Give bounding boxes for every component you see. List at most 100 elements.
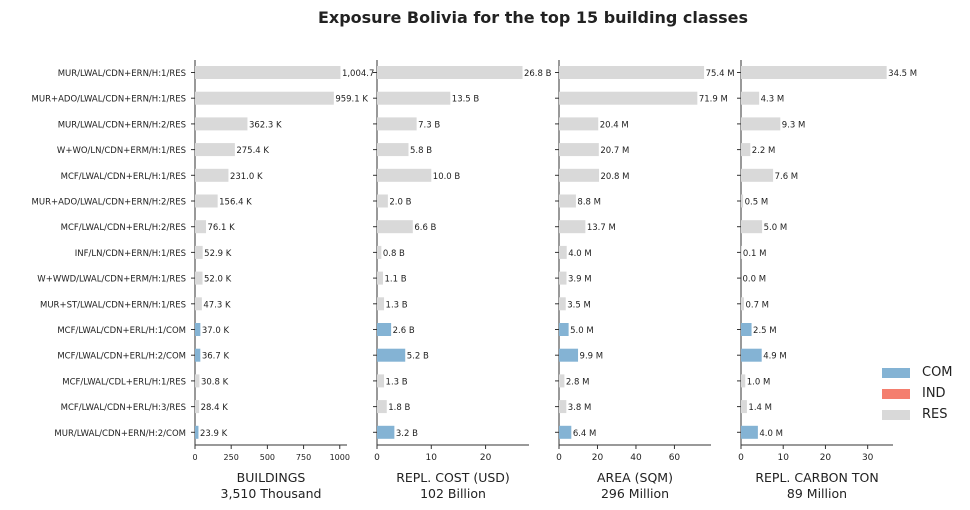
data-label: 47.3 K (203, 300, 231, 310)
data-label: 0.8 B (383, 249, 405, 259)
bar (559, 425, 572, 439)
bar (741, 117, 781, 131)
bar (559, 66, 705, 79)
x-tick-label: 20 (592, 453, 604, 463)
bar (741, 91, 760, 105)
bar (559, 400, 567, 414)
data-label: 1.3 B (386, 300, 408, 310)
bar (195, 348, 201, 362)
x-tick-label: 0 (374, 453, 380, 463)
bar (195, 297, 202, 311)
bar (195, 220, 207, 234)
x-axis-total: 296 Million (601, 486, 669, 501)
legend-swatch-com (882, 367, 910, 378)
bar (377, 400, 387, 414)
bar (559, 117, 599, 131)
bar (195, 245, 203, 259)
bar (377, 245, 382, 259)
bar (195, 374, 200, 388)
data-label: 13.5 B (452, 95, 480, 105)
bar (377, 194, 388, 208)
data-label: 10.0 B (433, 172, 461, 182)
bar (559, 348, 579, 362)
bar (741, 168, 774, 182)
x-axis-total: 3,510 Thousand (221, 486, 322, 501)
data-label: 30.8 K (201, 377, 229, 387)
data-label: 1.8 B (388, 403, 410, 413)
bar (377, 348, 406, 362)
legend-item-ind: IND (882, 383, 953, 404)
bar (559, 143, 599, 157)
x-tick-label: 30 (862, 453, 874, 463)
data-label: 28.4 K (201, 403, 229, 413)
bar (741, 143, 751, 157)
data-label: 1.0 M (747, 377, 771, 387)
bar (195, 425, 199, 439)
legend-swatch-res (882, 409, 910, 420)
data-label: 2.6 B (393, 326, 415, 336)
bar (195, 168, 229, 182)
data-label: 36.7 K (202, 352, 230, 362)
category-label: MUR/LWAL/CDN+ERN/H:2/RES (58, 120, 186, 130)
x-axis-title: REPL. CARBON TON (755, 470, 878, 485)
x-axis-title: REPL. COST (USD) (396, 470, 510, 485)
data-label: 13.7 M (587, 223, 616, 233)
category-label: MUR+ADO/LWAL/CDN+ERN/H:2/RES (32, 198, 186, 208)
category-label: MCF/LWAL/CDN+ERL/H:2/RES (61, 223, 186, 233)
data-label: 3.9 M (568, 275, 592, 285)
data-label: 231.0 K (230, 172, 263, 182)
data-label: 37.0 K (202, 326, 230, 336)
data-label: 1,004.7 (342, 69, 374, 79)
data-label: 4.0 M (759, 429, 783, 439)
bar (559, 168, 600, 182)
data-label: 9.3 M (782, 120, 806, 130)
x-axis-title: AREA (SQM) (597, 470, 673, 485)
bar (377, 271, 383, 285)
bar (377, 91, 451, 105)
x-axis-total: 89 Million (787, 486, 847, 501)
x-axis-total: 102 Billion (420, 486, 486, 501)
x-tick-label: 0 (738, 453, 744, 463)
bar (559, 91, 698, 105)
data-label: 26.8 B (524, 69, 552, 79)
data-label: 2.8 M (566, 377, 590, 387)
data-label: 7.3 B (418, 120, 440, 130)
bar (377, 425, 395, 439)
x-tick-label: 60 (669, 453, 681, 463)
data-label: 959.1 K (335, 95, 368, 105)
x-tick-label: 10 (426, 453, 438, 463)
bar (741, 323, 752, 336)
bar (195, 271, 203, 285)
bar (741, 220, 763, 234)
legend-item-res: RES (882, 404, 953, 425)
data-label: 75.4 M (706, 69, 735, 79)
data-label: 5.0 M (570, 326, 594, 336)
x-tick-label: 40 (630, 453, 642, 463)
bar (741, 425, 758, 439)
x-tick-label: 0 (556, 453, 562, 463)
data-label: 52.9 K (204, 249, 232, 259)
bar (741, 297, 744, 311)
data-label: 0.0 M (743, 275, 767, 285)
bar (195, 143, 235, 157)
category-label: MUR/LWAL/CDN+ERN/H:1/RES (58, 69, 186, 79)
bar (377, 297, 385, 311)
category-label: W+WO/LN/CDN+ERM/H:1/RES (57, 146, 186, 156)
category-label: MCF/LWAL/CDN+ERL/H:1/RES (61, 172, 186, 182)
x-tick-label: 20 (480, 453, 492, 463)
legend-swatch-ind (882, 388, 910, 399)
category-label: MUR/LWAL/CDN+ERN/H:2/COM (54, 429, 186, 439)
bar (559, 323, 569, 336)
x-tick-label: 750 (296, 453, 311, 462)
data-label: 71.9 M (699, 95, 728, 105)
category-label: W+WWD/LWAL/CDN+ERM/H:1/RES (37, 275, 186, 285)
x-tick-label: 0 (192, 453, 197, 462)
data-label: 6.4 M (573, 429, 597, 439)
bar (377, 374, 385, 388)
x-tick-label: 10 (777, 453, 789, 463)
data-label: 0.1 M (743, 249, 767, 259)
data-label: 275.4 K (236, 146, 269, 156)
bar (559, 374, 565, 388)
x-tick-label: 250 (224, 453, 239, 462)
